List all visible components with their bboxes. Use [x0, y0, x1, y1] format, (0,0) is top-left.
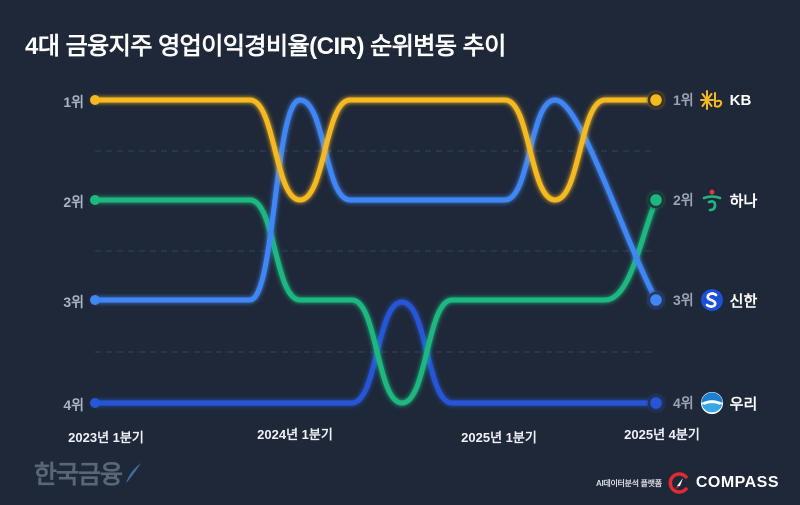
- compass-branding: AI데이터분석 플랫폼 COMPASS: [596, 472, 779, 494]
- feather-icon: [126, 463, 142, 483]
- start-dot-woori: [90, 398, 100, 408]
- watermark-logo: 한국금융: [34, 455, 142, 491]
- y-tick-rank-3: 3위: [63, 294, 84, 310]
- legend-item-woori: 4위 우리: [673, 391, 757, 415]
- end-dot-shinhan: [647, 291, 665, 309]
- series-line-woori: [92, 299, 659, 406]
- legend-item-hana: 2위 하나: [673, 188, 757, 212]
- series-line-shinhan: [92, 97, 659, 303]
- x-tick-label: 2024년 1분기: [257, 427, 333, 442]
- x-tick-label: 2025년 4분기: [624, 427, 700, 442]
- end-dot-hana: [647, 191, 665, 209]
- legend-rank: 1위: [673, 92, 694, 108]
- hana-icon: [700, 188, 724, 212]
- legend-name: KB: [729, 91, 752, 109]
- legend-name: 우리: [729, 395, 758, 413]
- start-dot-shinhan: [90, 295, 100, 305]
- legend-rank: 2위: [673, 192, 694, 208]
- shinhan-icon: [700, 288, 724, 312]
- chart-title: 4대 금융지주 영업이익경비율(CIR) 순위변동 추이: [25, 33, 506, 60]
- compass-subtitle: AI데이터분석 플랫폼: [596, 478, 662, 488]
- legend-name: 하나: [729, 192, 758, 210]
- compass-logo-icon: [668, 472, 688, 494]
- series-line-hana: [92, 197, 659, 406]
- legend-name: 신한: [729, 292, 758, 310]
- compass-brand: COMPASS: [695, 474, 780, 491]
- legend-item-kb: 1위 KB: [673, 88, 751, 112]
- end-dot-kb: [647, 91, 665, 109]
- x-tick-label: 2025년 1분기: [461, 430, 537, 445]
- end-dot-woori: [647, 394, 665, 412]
- y-tick-rank-2: 2위: [63, 194, 84, 210]
- start-dot-hana: [90, 195, 100, 205]
- legend-item-shinhan: 3위 신한: [673, 288, 757, 312]
- kb-star-icon: [699, 88, 724, 112]
- legend-rank: 3위: [673, 292, 694, 308]
- y-tick-rank-4: 4위: [63, 397, 84, 413]
- x-tick-label: 2023년 1분기: [68, 430, 144, 445]
- watermark-text: 한국금융: [34, 461, 123, 489]
- series-line-kb: [92, 97, 659, 203]
- woori-icon: [700, 391, 724, 415]
- y-tick-rank-1: 1위: [63, 94, 84, 110]
- start-dot-kb: [90, 95, 100, 105]
- legend-rank: 4위: [673, 395, 694, 411]
